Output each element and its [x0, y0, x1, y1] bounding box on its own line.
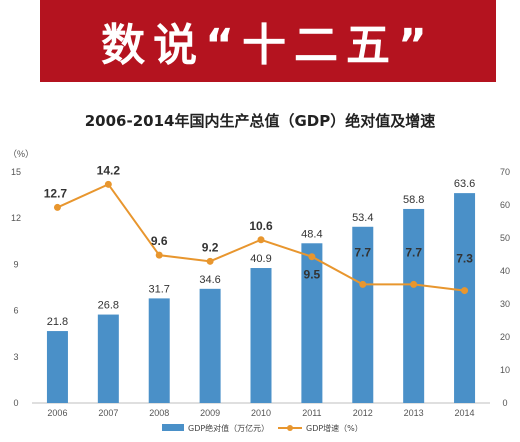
- gdp-bar-2007: [97, 314, 119, 403]
- left-axis-unit: （%）: [8, 149, 34, 159]
- right-axis-tick: 50: [500, 233, 510, 243]
- right-axis-tick: 0: [502, 398, 507, 408]
- bar-value-label: 53.4: [352, 212, 373, 224]
- growth-point-2013: [410, 280, 418, 288]
- banner-title: 数说“十二五”: [101, 20, 435, 71]
- right-axis-tick: 70: [500, 167, 510, 177]
- bar-value-label: 34.6: [199, 274, 220, 286]
- growth-value-label: 9.2: [202, 240, 219, 254]
- right-axis-tick: 40: [500, 266, 510, 276]
- bar-value-label: 58.8: [403, 194, 424, 206]
- gdp-bar-2011: [301, 243, 323, 403]
- bar-value-label: 40.9: [250, 253, 271, 265]
- legend-bar-label: GDP绝对值（万亿元）: [188, 423, 269, 433]
- x-axis-tick: 2006: [47, 408, 67, 418]
- growth-point-2011: [308, 253, 316, 261]
- growth-point-2014: [461, 287, 469, 295]
- growth-point-2012: [359, 280, 367, 288]
- growth-value-label: 7.7: [354, 245, 371, 259]
- right-axis-tick: 20: [500, 332, 510, 342]
- gdp-bar-2009: [199, 288, 221, 403]
- legend-bar-swatch: [162, 424, 184, 431]
- bar-value-label: 21.8: [47, 316, 68, 328]
- x-axis-tick: 2009: [200, 408, 220, 418]
- growth-value-label: 7.3: [456, 252, 473, 266]
- bar-value-label: 26.8: [98, 300, 119, 312]
- growth-point-2008: [155, 251, 163, 259]
- right-axis-tick: 60: [500, 200, 510, 210]
- left-axis-tick: 3: [13, 352, 18, 362]
- left-axis-tick: 15: [11, 167, 21, 177]
- chart-title: 2006-2014年国内生产总值（GDP）绝对值及增速: [84, 112, 436, 130]
- growth-point-2009: [206, 257, 214, 265]
- left-axis-tick: 0: [13, 398, 18, 408]
- x-axis-tick: 2010: [251, 408, 271, 418]
- gdp-bar-2006: [46, 331, 68, 403]
- growth-value-label: 14.2: [97, 163, 121, 177]
- legend-line-label: GDP增速（%）: [306, 423, 363, 433]
- x-axis-tick: 2012: [353, 408, 373, 418]
- gdp-bar-2012: [352, 226, 374, 403]
- gdp-bar-2010: [250, 268, 272, 403]
- growth-point-2010: [257, 236, 265, 244]
- bar-value-label: 48.4: [301, 228, 322, 240]
- left-axis-tick: 9: [13, 259, 18, 269]
- growth-value-label: 12.7: [44, 186, 68, 200]
- growth-value-label: 9.6: [151, 234, 168, 248]
- x-axis-tick: 2007: [98, 408, 118, 418]
- growth-point-2007: [104, 180, 112, 188]
- title-banner: 数说“十二五”: [40, 0, 496, 82]
- bar-value-label: 31.7: [149, 283, 170, 295]
- x-axis-tick: 2014: [455, 408, 475, 418]
- right-axis-tick: 10: [500, 365, 510, 375]
- bar-value-label: 63.6: [454, 178, 475, 190]
- x-axis-tick: 2011: [302, 408, 321, 418]
- gdp-bar-2013: [403, 208, 425, 403]
- growth-point-2006: [53, 203, 61, 211]
- right-axis-tick: 30: [500, 299, 510, 309]
- gdp-bar-2008: [148, 298, 170, 403]
- left-axis-tick: 6: [13, 306, 18, 316]
- growth-value-label: 9.5: [304, 268, 321, 282]
- legend-line-marker: [287, 425, 293, 431]
- left-axis-tick: 12: [11, 213, 21, 223]
- x-axis-tick: 2008: [149, 408, 169, 418]
- growth-value-label: 7.7: [405, 245, 422, 259]
- growth-value-label: 10.6: [249, 219, 273, 233]
- x-axis-tick: 2013: [404, 408, 424, 418]
- gdp-bar-2014: [454, 193, 476, 403]
